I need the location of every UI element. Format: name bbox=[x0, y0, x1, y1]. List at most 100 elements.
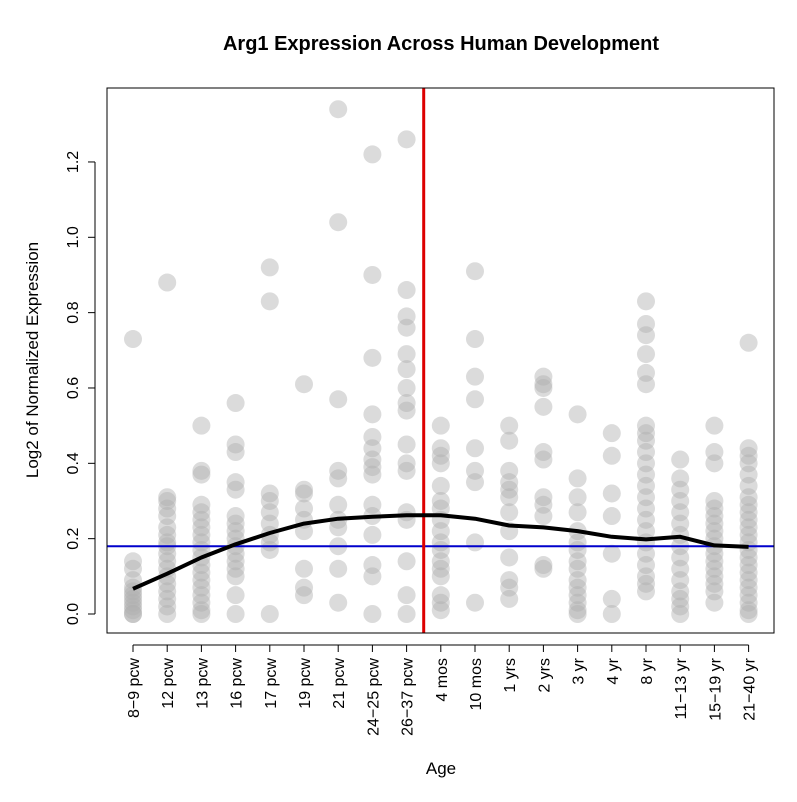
data-point bbox=[295, 484, 313, 503]
data-point bbox=[295, 578, 313, 597]
data-point bbox=[637, 522, 655, 541]
data-point bbox=[739, 510, 758, 529]
data-point bbox=[260, 605, 279, 623]
data-point bbox=[500, 461, 519, 480]
data-point bbox=[500, 431, 519, 450]
data-point bbox=[397, 130, 416, 149]
data-point bbox=[363, 265, 382, 284]
data-point bbox=[466, 533, 484, 552]
data-point bbox=[534, 488, 553, 507]
data-point bbox=[739, 439, 758, 458]
data-point bbox=[431, 439, 450, 458]
data-point bbox=[124, 605, 142, 623]
x-tick-label: 16 pcw bbox=[229, 658, 246, 709]
data-point bbox=[397, 552, 416, 571]
data-point bbox=[260, 491, 279, 510]
data-point bbox=[705, 443, 724, 462]
data-point bbox=[363, 450, 382, 469]
data-point bbox=[192, 586, 211, 605]
data-point bbox=[500, 503, 519, 522]
x-tick-label: 24−25 pcw bbox=[365, 658, 382, 736]
data-point bbox=[192, 601, 211, 620]
y-tick-label: 0.4 bbox=[65, 452, 82, 474]
data-point bbox=[363, 495, 382, 514]
data-point bbox=[158, 499, 177, 518]
data-point bbox=[739, 556, 758, 575]
data-point bbox=[637, 345, 655, 364]
data-point bbox=[329, 495, 348, 514]
data-point bbox=[739, 601, 758, 620]
data-point bbox=[466, 330, 484, 349]
data-point bbox=[329, 518, 348, 537]
data-point bbox=[705, 522, 724, 541]
data-point bbox=[363, 439, 382, 458]
data-point bbox=[705, 544, 724, 563]
data-point bbox=[431, 499, 450, 518]
data-point bbox=[329, 559, 348, 578]
data-point bbox=[602, 589, 621, 608]
data-point bbox=[363, 348, 382, 367]
data-point bbox=[363, 145, 382, 164]
data-point bbox=[431, 454, 450, 473]
data-point bbox=[329, 390, 348, 409]
data-point bbox=[226, 559, 245, 578]
data-point bbox=[466, 473, 484, 492]
data-point bbox=[637, 443, 655, 462]
data-point bbox=[397, 454, 416, 473]
data-point bbox=[226, 605, 245, 623]
data-point bbox=[568, 405, 587, 424]
data-point bbox=[397, 586, 416, 605]
data-point bbox=[124, 589, 142, 608]
y-axis: 0.0 0.2 0.4 0.6 0.8 1.0 1.2 bbox=[65, 151, 96, 625]
data-point bbox=[158, 544, 177, 563]
data-point bbox=[226, 443, 245, 462]
data-point bbox=[739, 578, 758, 597]
data-point bbox=[671, 514, 690, 533]
data-point bbox=[637, 499, 655, 518]
data-point bbox=[705, 514, 724, 533]
x-tick-label: 19 pcw bbox=[297, 658, 314, 709]
data-point bbox=[192, 518, 211, 537]
data-point bbox=[500, 578, 519, 597]
data-point bbox=[124, 552, 142, 571]
x-axis-label: Age bbox=[426, 759, 456, 778]
data-point bbox=[534, 495, 553, 514]
data-point bbox=[431, 559, 450, 578]
reference-lines bbox=[107, 88, 774, 633]
data-point bbox=[534, 397, 553, 416]
data-point bbox=[739, 586, 758, 605]
data-point bbox=[739, 488, 758, 507]
data-point bbox=[397, 378, 416, 397]
x-tick-label: 1 yrs bbox=[502, 658, 519, 693]
data-point bbox=[466, 439, 484, 458]
data-point bbox=[397, 394, 416, 413]
data-point bbox=[671, 571, 690, 590]
data-point bbox=[363, 567, 382, 586]
data-point bbox=[363, 458, 382, 477]
data-point bbox=[329, 461, 348, 480]
data-point bbox=[295, 480, 313, 499]
data-point bbox=[329, 100, 348, 119]
data-point bbox=[637, 454, 655, 473]
data-point bbox=[705, 593, 724, 612]
data-point bbox=[705, 567, 724, 586]
data-point bbox=[705, 574, 724, 593]
data-point bbox=[671, 469, 690, 488]
data-point bbox=[329, 469, 348, 488]
data-point bbox=[363, 427, 382, 446]
data-point bbox=[226, 480, 245, 499]
trend-line bbox=[132, 513, 749, 591]
data-point bbox=[637, 416, 655, 435]
data-point bbox=[158, 491, 177, 510]
data-point bbox=[124, 330, 142, 349]
data-point bbox=[226, 514, 245, 533]
data-point bbox=[637, 431, 655, 450]
data-point bbox=[397, 401, 416, 420]
data-point bbox=[739, 525, 758, 544]
data-point bbox=[431, 446, 450, 465]
data-point bbox=[534, 443, 553, 462]
data-point bbox=[602, 446, 621, 465]
data-point bbox=[431, 601, 450, 620]
x-tick-label: 11−13 yr bbox=[673, 657, 690, 719]
data-point bbox=[739, 503, 758, 522]
